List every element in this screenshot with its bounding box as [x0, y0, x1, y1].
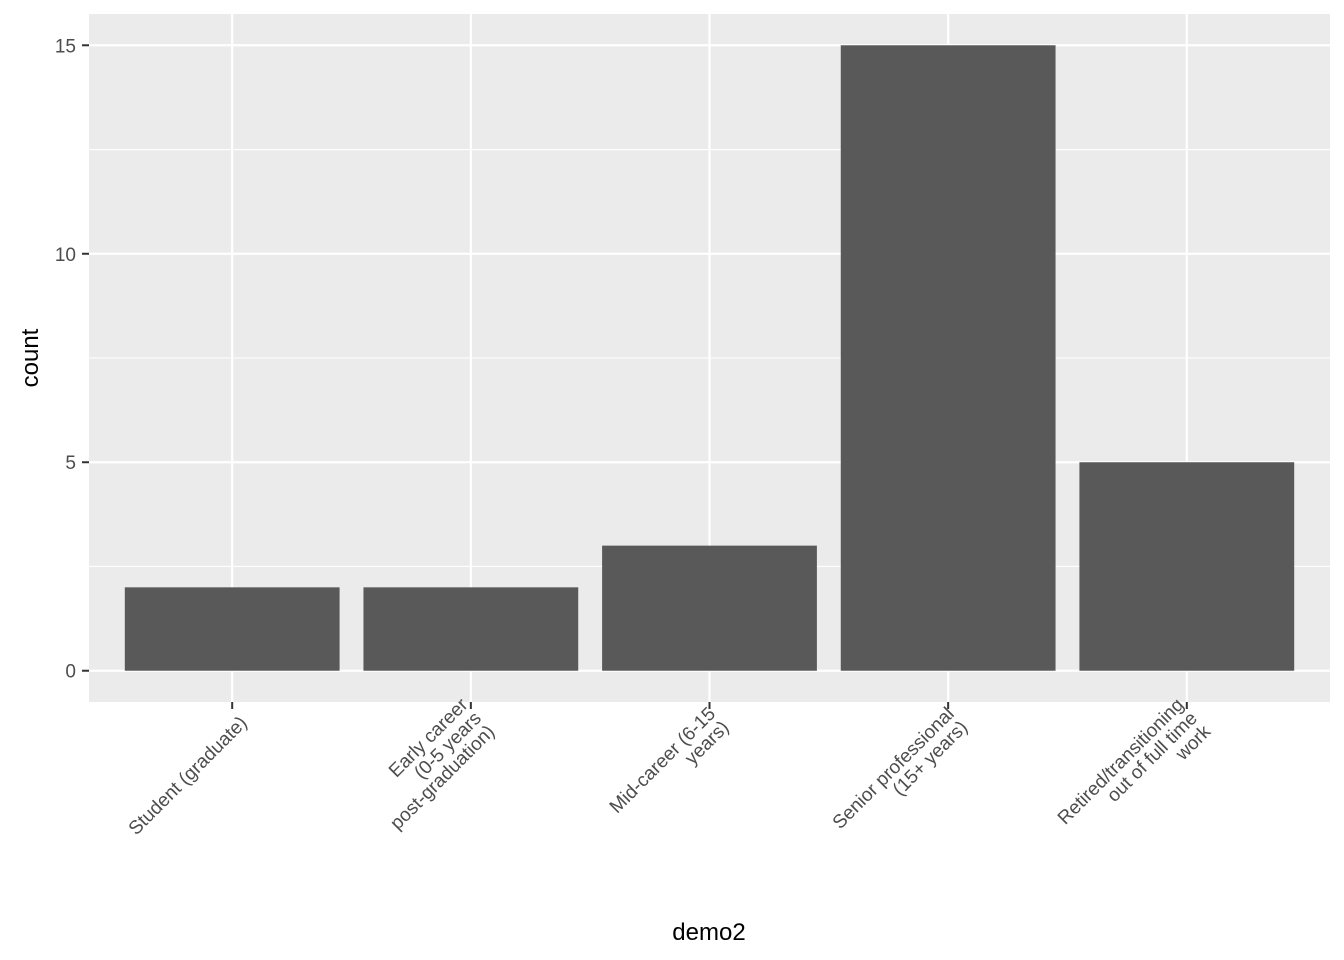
y-tick-label: 5 [65, 453, 76, 474]
x-tick-label: Student (graduate) [125, 713, 252, 840]
bar [602, 545, 817, 671]
y-tick-label: 10 [55, 245, 76, 266]
bar [124, 587, 340, 671]
bar [363, 587, 579, 671]
x-tick-label-line: Student (graduate) [125, 713, 252, 840]
x-tick-label: Senior professional(15+ years) [829, 704, 972, 847]
bar [1079, 462, 1295, 671]
x-tick-label-line: Senior professional [829, 704, 959, 834]
y-tick-label: 0 [65, 662, 76, 683]
x-tick-label-line: Retired/transitioning [1054, 695, 1188, 829]
x-axis-title: demo2 [672, 919, 745, 946]
x-tick-label: Mid-career (6-15years) [606, 704, 734, 832]
bars [124, 45, 1295, 671]
x-tick-label: Retired/transitioningout of full timewor… [1054, 694, 1216, 856]
y-axis-title: count [17, 328, 44, 387]
bar [840, 45, 1056, 671]
x-axis-ticks: Student (graduate) Early career(0-5 years… [125, 694, 1216, 856]
x-tick-label: Early career(0-5 yearspost-graduation) [360, 694, 500, 834]
y-axis-ticks: 0 5 10 15 [55, 36, 89, 683]
y-tick-label: 15 [55, 36, 76, 57]
